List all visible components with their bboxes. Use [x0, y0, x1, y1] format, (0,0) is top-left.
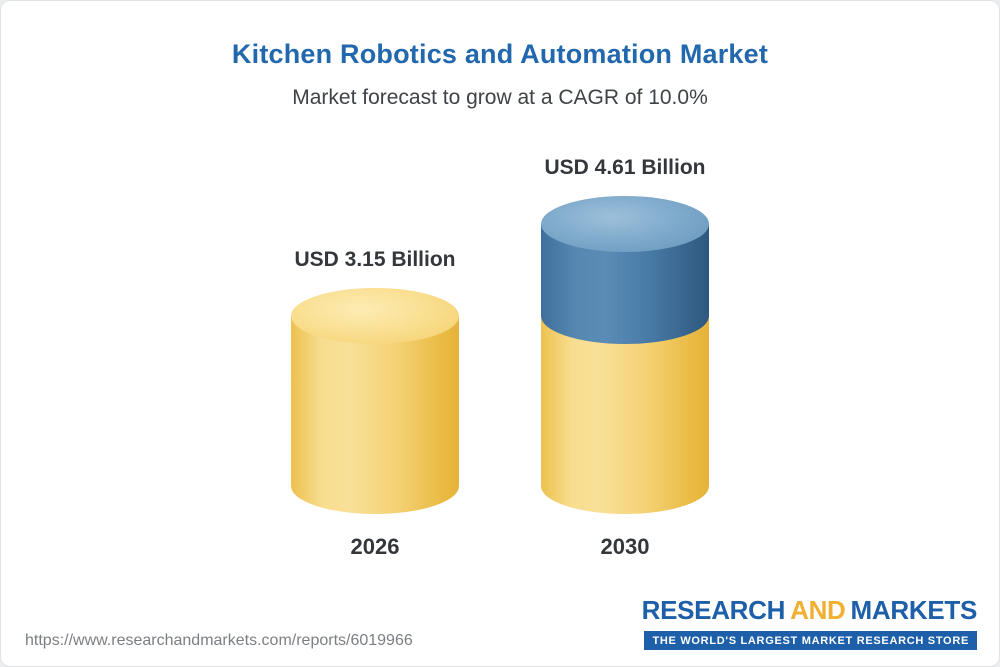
logo-wordmark: RESEARCH AND MARKETS	[641, 595, 978, 626]
bar-group-2026: USD 3.15 Billion 2026	[291, 248, 459, 560]
logo-word-and: AND	[790, 595, 846, 625]
footer: https://www.researchandmarkets.com/repor…	[25, 595, 977, 650]
logo-word-research: RESEARCH	[641, 595, 786, 625]
value-label-2026: USD 3.15 Billion	[294, 248, 456, 271]
logo-word-markets: MARKETS	[850, 595, 978, 625]
value-label-2030: USD 4.61 Billion	[544, 156, 706, 179]
cylinder-2026	[291, 288, 459, 514]
year-label-2030: 2030	[600, 534, 650, 559]
report-url-link[interactable]: https://www.researchandmarkets.com/repor…	[25, 632, 413, 649]
cylinder-2030-top-ellipse	[541, 196, 709, 252]
bar-group-2030: USD 4.61 Billion 2030	[541, 156, 709, 560]
cylinder-2026-top-ellipse	[291, 288, 459, 344]
bar-chart: USD 3.15 Billion 2026 USD 4.61 Billion 2…	[1, 156, 999, 560]
chart-title: Kitchen Robotics and Automation Market	[231, 39, 769, 69]
logo-tagline: THE WORLD'S LARGEST MARKET RESEARCH STOR…	[644, 631, 977, 650]
cylinder-2030	[541, 196, 709, 514]
cylinder-2030-base-segment	[541, 316, 709, 514]
year-label-2026: 2026	[350, 534, 400, 559]
chart-header: Kitchen Robotics and Automation Market M…	[1, 1, 999, 110]
research-and-markets-logo: RESEARCH AND MARKETS THE WORLD'S LARGEST M…	[642, 595, 977, 650]
cylinder-2026-body	[291, 316, 459, 514]
chart-subtitle: Market forecast to grow at a CAGR of 10.…	[292, 86, 708, 109]
